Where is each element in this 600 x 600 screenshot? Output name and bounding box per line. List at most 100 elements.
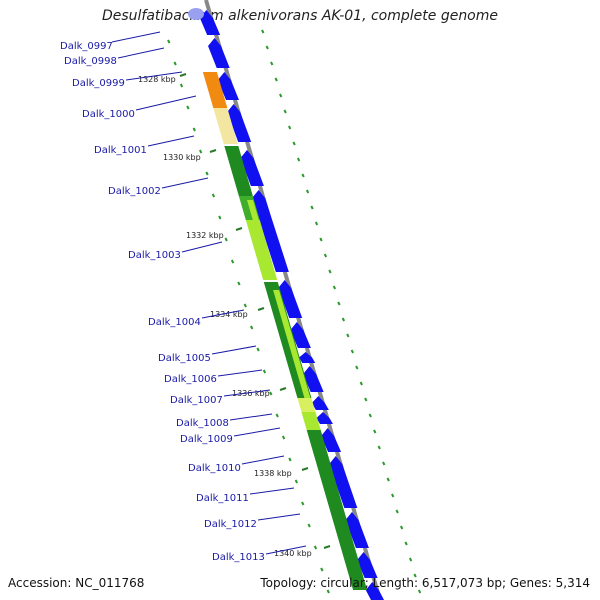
gc-dash xyxy=(279,93,283,98)
gc-dash xyxy=(281,435,286,440)
gc-dash xyxy=(205,171,209,176)
cog-block xyxy=(224,146,253,196)
gc-dash xyxy=(288,457,292,462)
cds-block xyxy=(321,428,342,452)
cds-block xyxy=(357,552,378,578)
gc-dash xyxy=(346,333,350,338)
gc-dash xyxy=(224,237,228,242)
gc-dash xyxy=(275,413,279,418)
cds-block xyxy=(252,190,289,272)
gc-dash xyxy=(243,303,247,308)
topology-summary: Topology: circular; Length: 6,517,073 bp… xyxy=(260,576,590,590)
tick-mark xyxy=(235,227,243,231)
gene-label: Dalk_1008 xyxy=(176,418,229,429)
gene-connector xyxy=(117,47,165,59)
gc-dash xyxy=(261,29,265,34)
gc-dash xyxy=(310,205,314,210)
tick-label: 1336 kbp xyxy=(232,389,270,398)
gc-dash xyxy=(256,347,260,352)
cds-block xyxy=(290,322,311,348)
gc-dash xyxy=(314,221,319,226)
gc-dash xyxy=(283,109,287,114)
gc-dash xyxy=(355,365,359,370)
gene-label: Dalk_1006 xyxy=(164,374,217,385)
tick-mark xyxy=(257,307,265,311)
cog-block xyxy=(202,72,228,108)
gc-dash xyxy=(395,509,399,514)
cog-block xyxy=(306,430,368,590)
gene-label: Dalk_0997 xyxy=(60,41,113,52)
gc-dash xyxy=(320,567,324,572)
gc-dash xyxy=(337,301,341,306)
gc-dash xyxy=(296,157,301,162)
gene-label: Dalk_1012 xyxy=(204,519,257,530)
cds-block xyxy=(208,38,230,68)
gene-connector xyxy=(229,413,273,421)
cog-track xyxy=(202,72,368,590)
tick-mark xyxy=(279,387,287,391)
tick-label: 1340 kbp xyxy=(274,549,312,558)
cog-block xyxy=(301,412,321,430)
gc-dash xyxy=(323,253,328,258)
gc-dash xyxy=(364,397,368,402)
gc-dash xyxy=(301,501,305,506)
gene-connector xyxy=(181,241,223,253)
gc-dash xyxy=(186,105,190,110)
accession-text: Accession: NC_011768 xyxy=(8,576,145,590)
gene-connector xyxy=(111,31,161,43)
tick-label: 1338 kbp xyxy=(254,469,292,478)
gene-label: Dalk_1007 xyxy=(170,395,223,406)
gc-dash xyxy=(319,237,323,242)
tick-label: 1334 kbp xyxy=(210,310,248,319)
gc-dash xyxy=(326,589,330,594)
gene-connector xyxy=(217,369,263,377)
cds-block xyxy=(278,280,303,318)
gc-dash xyxy=(265,45,269,50)
gene-label: Dalk_0998 xyxy=(64,56,117,67)
gc-dash xyxy=(307,523,311,528)
cds-block xyxy=(329,456,358,508)
gc-dash xyxy=(301,173,305,178)
tick-label: 1332 kbp xyxy=(186,231,224,240)
gene-connector xyxy=(241,455,285,465)
tick-mark xyxy=(323,545,331,549)
cog-block xyxy=(273,290,311,398)
gc-dash xyxy=(404,541,408,546)
gc-dash xyxy=(391,493,395,498)
cds-block xyxy=(227,104,252,142)
gc-dash xyxy=(192,127,196,132)
gene-label: Dalk_1001 xyxy=(94,145,147,156)
gc-dash xyxy=(350,349,354,354)
cds-block xyxy=(217,72,239,100)
gc-dash xyxy=(368,413,372,418)
gc-dash xyxy=(199,149,203,154)
gc-dash xyxy=(270,61,274,66)
cds-block xyxy=(345,512,369,548)
cds-track xyxy=(188,8,384,600)
gene-label: Dalk_1000 xyxy=(82,109,135,120)
gene-connector xyxy=(257,513,301,521)
gc-dash xyxy=(294,479,298,484)
gene-connector xyxy=(147,135,195,147)
cds-block xyxy=(188,8,204,20)
cds-block xyxy=(299,352,316,363)
gc-dash xyxy=(413,573,417,578)
gc-dash xyxy=(167,39,171,44)
gc-dash xyxy=(305,189,310,194)
gc-dash xyxy=(211,193,216,198)
gene-label: Dalk_1004 xyxy=(148,317,201,328)
cds-block xyxy=(303,366,324,392)
gc-dash xyxy=(399,525,404,530)
gene-connector xyxy=(223,389,271,397)
tick-track: 1328 kbp 1330 kbp 1332 kbp 1334 kbp 1336 kbp… xyxy=(138,73,331,558)
gene-label: Dalk_1002 xyxy=(108,186,161,197)
gc-dash xyxy=(328,269,332,274)
tick-label: 1330 kbp xyxy=(163,153,201,162)
cds-block xyxy=(199,10,221,35)
cds-block xyxy=(311,396,329,410)
tick-mark xyxy=(209,149,217,153)
gc-dash xyxy=(332,285,337,290)
cds-block xyxy=(365,582,384,600)
gene-connector xyxy=(211,345,257,355)
gc-dash xyxy=(262,369,267,374)
